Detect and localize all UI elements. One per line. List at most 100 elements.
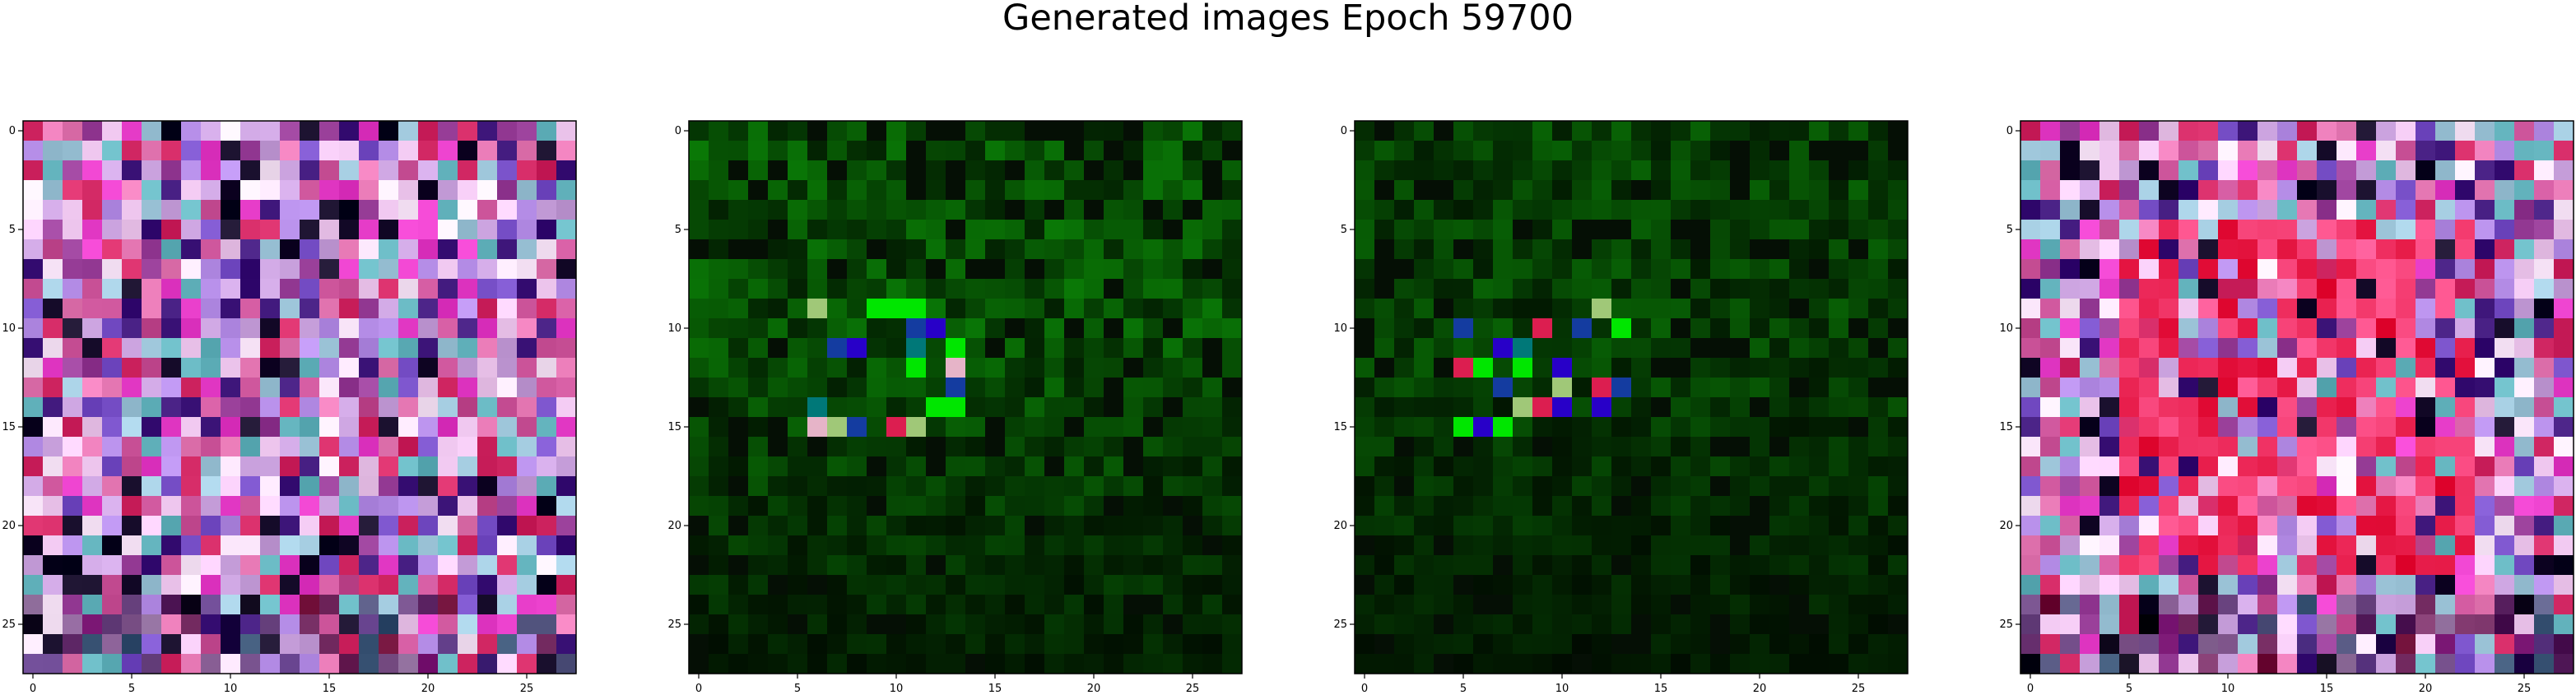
- pixel-cell: [2455, 160, 2476, 181]
- pixel-cell: [1394, 378, 1415, 398]
- pixel-cell: [161, 397, 182, 418]
- pixel-cell: [2139, 417, 2160, 438]
- pixel-cell: [2396, 239, 2416, 260]
- pixel-cell: [300, 299, 320, 319]
- pixel-cell: [2475, 634, 2495, 655]
- pixel-cell: [43, 338, 63, 359]
- pixel-cell: [748, 318, 769, 339]
- pixel-cell: [2257, 417, 2278, 438]
- pixel-cell: [2554, 358, 2574, 378]
- pixel-cell: [1163, 614, 1183, 635]
- pixel-cell: [1473, 318, 1494, 339]
- pixel-cell: [1183, 555, 1203, 576]
- pixel-cell: [1104, 634, 1124, 655]
- pixel-cell: [748, 437, 769, 457]
- pixel-cell: [418, 456, 439, 477]
- pixel-cell: [1631, 417, 1652, 438]
- pixel-cell: [319, 634, 340, 655]
- pixel-cell: [1064, 200, 1085, 220]
- pixel-cell: [2554, 535, 2574, 556]
- pixel-cell: [2080, 397, 2100, 418]
- pixel-cell: [102, 141, 123, 161]
- pixel-cell: [1414, 358, 1434, 378]
- pixel-cell: [1473, 437, 1494, 457]
- pixel-cell: [1730, 535, 1751, 556]
- pixel-cell: [1513, 358, 1533, 378]
- pixel-cell: [280, 279, 300, 299]
- pixel-cell: [1868, 437, 1889, 457]
- pixel-cell: [556, 496, 577, 517]
- pixel-cell: [2198, 239, 2219, 260]
- pixel-cell: [2514, 279, 2535, 299]
- pixel-cell: [1809, 595, 1830, 615]
- pixel-cell: [2178, 160, 2199, 181]
- pixel-cell: [2159, 141, 2179, 161]
- pixel-cell: [2218, 180, 2239, 201]
- pixel-cell: [709, 634, 729, 655]
- pixel-cell: [438, 595, 458, 615]
- pixel-cell: [398, 200, 419, 220]
- pixel-cell: [985, 121, 1006, 141]
- pixel-cell: [1355, 437, 1375, 457]
- pixel-cell: [2238, 535, 2258, 556]
- pixel-cell: [1143, 358, 1164, 378]
- pixel-cell: [1394, 299, 1415, 319]
- pixel-cell: [1104, 555, 1124, 576]
- pixel-cell: [142, 358, 162, 378]
- pixel-cell: [1750, 239, 1770, 260]
- pixel-cell: [497, 476, 518, 497]
- pixel-cell: [300, 634, 320, 655]
- pixel-cell: [2198, 200, 2219, 220]
- pixel-cell: [1888, 318, 1909, 339]
- pixel-cell: [926, 575, 946, 595]
- pixel-cell: [319, 437, 340, 457]
- pixel-cell: [1552, 220, 1573, 240]
- pixel-cell: [2356, 318, 2377, 339]
- pixel-cell: [379, 121, 399, 141]
- y-tick-label: 5: [1341, 224, 1347, 236]
- pixel-cell: [122, 417, 142, 438]
- pixel-cell: [1671, 358, 1691, 378]
- pixel-cell: [2119, 397, 2140, 418]
- pixel-cell: [2356, 397, 2377, 418]
- pixel-cell: [1651, 200, 1672, 220]
- pixel-cell: [1651, 595, 1672, 615]
- pixel-cell: [1493, 555, 1514, 576]
- pixel-cell: [359, 160, 379, 181]
- pixel-cell: [1084, 476, 1104, 497]
- pixel-cell: [2495, 259, 2515, 280]
- pixel-cell: [2455, 180, 2476, 201]
- pixel-cell: [2435, 476, 2456, 497]
- pixel-cell: [965, 220, 986, 240]
- pixel-cell: [867, 141, 887, 161]
- pixel-cell: [1552, 417, 1573, 438]
- pixel-cell: [359, 595, 379, 615]
- pixel-cell: [359, 279, 379, 299]
- pixel-cell: [1611, 338, 1632, 359]
- pixel-cell: [102, 338, 123, 359]
- pixel-cell: [142, 575, 162, 595]
- pixel-cell: [2297, 180, 2318, 201]
- pixel-cell: [2159, 595, 2179, 615]
- pixel-cell: [240, 378, 261, 398]
- pixel-cell: [2514, 318, 2535, 339]
- pixel-cell: [221, 358, 241, 378]
- pixel-cell: [728, 634, 749, 655]
- pixel-cell: [102, 220, 123, 240]
- pixel-cell: [2416, 279, 2436, 299]
- pixel-cell: [1730, 496, 1751, 517]
- pixel-cell: [1473, 476, 1494, 497]
- pixel-cell: [1183, 121, 1203, 141]
- pixel-cell: [906, 575, 927, 595]
- pixel-cell: [1414, 121, 1434, 141]
- pixel-cell: [906, 180, 927, 201]
- pixel-cell: [1143, 338, 1164, 359]
- pixel-cell: [477, 141, 498, 161]
- pixel-cell: [1084, 141, 1104, 161]
- pixel-cell: [1222, 397, 1243, 418]
- pixel-cell: [438, 634, 458, 655]
- pixel-cell: [1651, 378, 1672, 398]
- pixel-cell: [689, 259, 709, 280]
- pixel-cell: [181, 535, 202, 556]
